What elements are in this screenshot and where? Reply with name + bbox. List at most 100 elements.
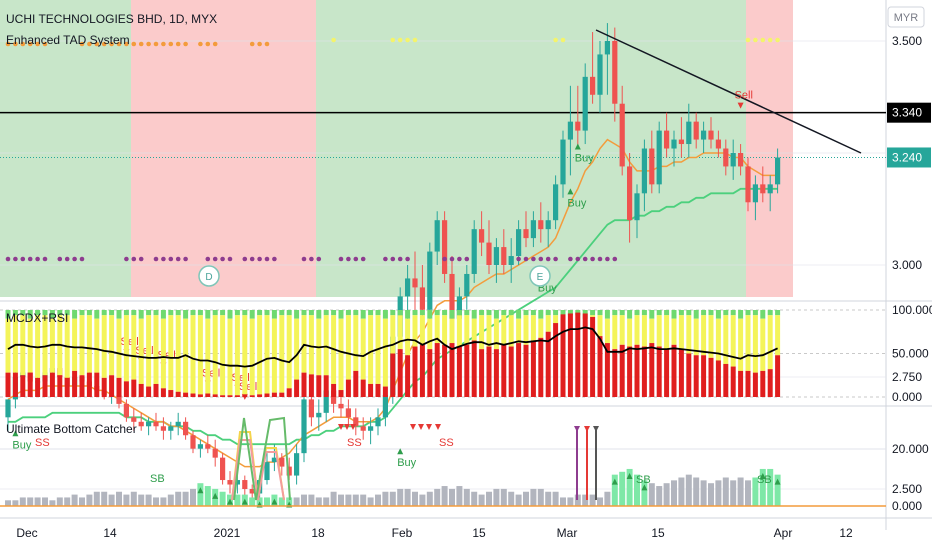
candle-body[interactable] xyxy=(316,412,322,418)
candle-body[interactable] xyxy=(767,184,773,194)
candle-body[interactable] xyxy=(220,457,226,481)
candle-body[interactable] xyxy=(449,273,455,319)
mcdx-yellow-bar xyxy=(597,315,603,337)
candle-body[interactable] xyxy=(382,394,388,418)
candle-body[interactable] xyxy=(190,435,196,449)
candle-body[interactable] xyxy=(693,121,699,140)
candle-body[interactable] xyxy=(405,278,411,297)
candle-body[interactable] xyxy=(131,417,137,422)
candle-body[interactable] xyxy=(168,426,174,431)
candle-body[interactable] xyxy=(708,130,714,140)
candle-body[interactable] xyxy=(560,139,566,185)
candle-body[interactable] xyxy=(715,139,721,149)
mcdx-rsi-pane[interactable] xyxy=(5,310,781,397)
candle-body[interactable] xyxy=(123,403,129,418)
candle-body[interactable] xyxy=(738,153,744,167)
candle-body[interactable] xyxy=(627,166,633,221)
candle-body[interactable] xyxy=(153,421,159,427)
candle-body[interactable] xyxy=(271,457,277,463)
candle-body[interactable] xyxy=(723,148,729,167)
candle-body[interactable] xyxy=(604,41,610,55)
time-axis[interactable]: Dec 14 2021 18 Feb 15 Mar 15 Apr 12 xyxy=(16,526,853,540)
candle-body[interactable] xyxy=(294,453,300,476)
candle-body[interactable] xyxy=(678,139,684,145)
candle-body[interactable] xyxy=(5,399,11,418)
candle-body[interactable] xyxy=(479,229,485,243)
candle-body[interactable] xyxy=(686,121,692,145)
candle-body[interactable] xyxy=(649,148,655,185)
candle-body[interactable] xyxy=(575,121,581,131)
candle-body[interactable] xyxy=(375,417,381,427)
ultimate-bottom-catcher-pane[interactable]: SS SS SS SB SB SB xyxy=(0,416,886,508)
candle-body[interactable] xyxy=(523,229,529,239)
candle-body[interactable] xyxy=(234,480,240,485)
candle-body[interactable] xyxy=(775,157,781,185)
candle-body[interactable] xyxy=(205,444,211,449)
candle-body[interactable] xyxy=(760,184,766,194)
candle-body[interactable] xyxy=(752,184,758,203)
candle-body[interactable] xyxy=(345,408,351,418)
candle-body[interactable] xyxy=(664,130,670,149)
ubc-bar xyxy=(471,491,478,506)
candle-body[interactable] xyxy=(553,184,559,221)
candle-body[interactable] xyxy=(671,139,677,149)
candle-body[interactable] xyxy=(227,480,233,485)
candle-body[interactable] xyxy=(634,193,640,221)
candle-body[interactable] xyxy=(538,220,544,230)
candle-body[interactable] xyxy=(590,76,596,95)
candle-body[interactable] xyxy=(493,247,499,265)
candle-body[interactable] xyxy=(308,399,314,418)
candle-body[interactable] xyxy=(212,448,218,458)
candle-body[interactable] xyxy=(567,121,573,140)
candle-body[interactable] xyxy=(160,426,166,431)
candle-body[interactable] xyxy=(116,394,122,404)
candle-body[interactable] xyxy=(456,296,462,319)
candle-body[interactable] xyxy=(471,229,477,274)
candle-body[interactable] xyxy=(249,489,255,494)
candle-body[interactable] xyxy=(279,457,285,467)
price-axis[interactable]: 2.5002.7503.0003.2503.5003.3403.2400.000… xyxy=(887,34,932,513)
candle-body[interactable] xyxy=(338,403,344,409)
candle-body[interactable] xyxy=(582,76,588,131)
candle-body[interactable] xyxy=(368,426,374,431)
candle-body[interactable] xyxy=(501,247,507,265)
candle-body[interactable] xyxy=(412,278,418,288)
candle-body[interactable] xyxy=(146,421,152,427)
candle-body[interactable] xyxy=(701,130,707,140)
candle-body[interactable] xyxy=(183,421,189,436)
candle-body[interactable] xyxy=(442,220,448,274)
candle-body[interactable] xyxy=(419,287,425,310)
candle-body[interactable] xyxy=(516,229,522,257)
candle-body[interactable] xyxy=(353,417,359,427)
candle-body[interactable] xyxy=(530,220,536,239)
candle-body[interactable] xyxy=(545,220,551,230)
candle-body[interactable] xyxy=(597,54,603,95)
candle-body[interactable] xyxy=(745,166,751,203)
candle-body[interactable] xyxy=(242,480,248,489)
candle-body[interactable] xyxy=(427,251,433,310)
currency-button[interactable] xyxy=(887,6,925,28)
mcdx-green-bar xyxy=(57,310,63,316)
candle-body[interactable] xyxy=(656,130,662,185)
candle-body[interactable] xyxy=(301,399,307,454)
trendline[interactable] xyxy=(595,29,862,154)
candle-body[interactable] xyxy=(612,41,618,104)
candle-body[interactable] xyxy=(175,421,181,427)
candle-body[interactable] xyxy=(138,421,144,427)
candle-body[interactable] xyxy=(730,153,736,167)
candle-body[interactable] xyxy=(641,148,647,194)
candle-body[interactable] xyxy=(619,103,625,167)
candle-body[interactable] xyxy=(323,390,329,413)
candle-body[interactable] xyxy=(508,256,514,265)
candle-body[interactable] xyxy=(331,390,337,404)
candle-body[interactable] xyxy=(360,426,366,431)
candle-body[interactable] xyxy=(486,242,492,265)
candle-body[interactable] xyxy=(286,466,292,476)
candle-body[interactable] xyxy=(197,444,203,449)
candle-body[interactable] xyxy=(264,462,270,481)
purple-signal-dot xyxy=(153,256,159,262)
candle-body[interactable] xyxy=(464,273,470,297)
candle-body[interactable] xyxy=(434,220,440,252)
